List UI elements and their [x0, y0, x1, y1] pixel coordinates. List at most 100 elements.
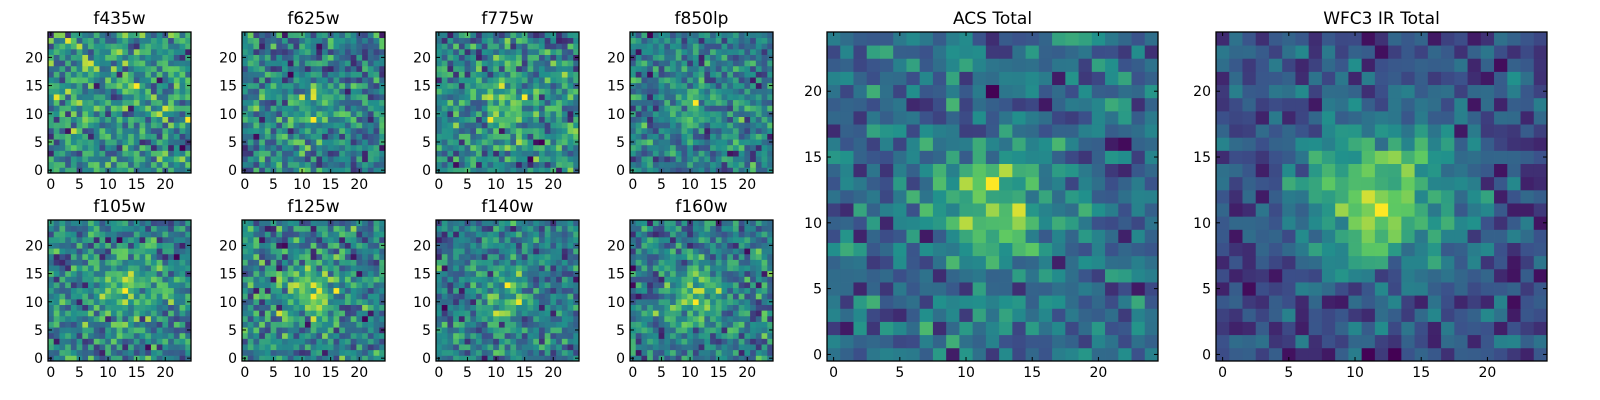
heatmap-cell	[755, 156, 762, 163]
heatmap-cell	[379, 116, 386, 123]
heatmap-cell	[750, 127, 757, 134]
x-tick-label: 15	[322, 365, 340, 381]
heatmap-cell	[145, 150, 152, 157]
heatmap-cell	[304, 71, 312, 78]
heatmap-cell	[453, 355, 460, 362]
heatmap-cell	[150, 105, 158, 112]
heatmap-cell	[128, 315, 135, 322]
heatmap-cell	[162, 349, 169, 356]
heatmap-cell	[710, 116, 717, 123]
heatmap-cell	[53, 127, 60, 134]
heatmap-cell	[556, 133, 563, 140]
heatmap-cell	[110, 60, 118, 67]
heatmap-cell	[88, 71, 95, 78]
heatmap-cell	[173, 242, 180, 249]
heatmap-cell	[276, 37, 283, 44]
heatmap-cell	[635, 156, 642, 163]
heatmap-cell	[458, 77, 465, 84]
heatmap-cell	[299, 161, 306, 168]
heatmap-cell	[133, 94, 140, 101]
heatmap-cell	[550, 253, 557, 260]
heatmap-cell	[259, 32, 266, 39]
heatmap-cell	[538, 156, 546, 163]
heatmap-cell	[356, 310, 363, 317]
heatmap-cell	[110, 110, 118, 117]
heatmap-cell	[675, 116, 682, 123]
heatmap-cell	[99, 43, 106, 50]
heatmap-cell	[573, 71, 580, 78]
heatmap-cell	[567, 116, 574, 123]
heatmap-cell	[647, 167, 654, 174]
heatmap-cell	[82, 133, 89, 140]
heatmap-cell	[498, 349, 506, 356]
heatmap-cell	[145, 225, 152, 232]
heatmap-cell	[253, 338, 260, 345]
heatmap-cell	[65, 99, 72, 106]
heatmap-cell	[150, 156, 158, 163]
heatmap-cell	[441, 338, 448, 345]
heatmap-cell	[287, 236, 294, 243]
heatmap-cell	[105, 282, 112, 289]
heatmap-cell	[293, 327, 300, 334]
heatmap-cell	[82, 116, 89, 123]
heatmap-cell	[53, 276, 60, 283]
heatmap-cell	[458, 220, 465, 227]
heatmap-cell	[270, 225, 277, 232]
heatmap-cell	[635, 105, 642, 112]
heatmap-cell	[150, 60, 158, 67]
heatmap-cell	[150, 259, 158, 266]
heatmap-cell	[476, 270, 483, 277]
heatmap-cell	[333, 270, 340, 277]
heatmap-cell	[179, 110, 186, 117]
heatmap-cell	[173, 220, 180, 227]
heatmap-cell	[652, 310, 659, 317]
heatmap-cell	[139, 327, 146, 334]
heatmap-cell	[727, 110, 734, 117]
heatmap-cell	[732, 43, 740, 50]
heatmap-cell	[168, 253, 175, 260]
heatmap-cell	[658, 105, 665, 112]
heatmap-cell	[510, 37, 517, 44]
heatmap-cell	[567, 82, 574, 89]
heatmap-cell	[362, 71, 369, 78]
heatmap-cell	[53, 220, 60, 227]
heatmap-cell	[65, 310, 72, 317]
heatmap-cell	[173, 298, 180, 305]
heatmap-cell	[481, 287, 488, 294]
heatmap-cell	[487, 122, 494, 129]
heatmap-cell	[493, 310, 500, 317]
heatmap-cell	[447, 236, 454, 243]
heatmap-cell	[715, 332, 722, 339]
heatmap-cell	[556, 37, 563, 44]
heatmap-cell	[373, 220, 380, 227]
heatmap-cell	[732, 327, 740, 334]
heatmap-cell	[173, 99, 180, 106]
heatmap-cell	[550, 293, 557, 300]
heatmap-cell	[282, 327, 289, 334]
heatmap-cell	[527, 48, 534, 55]
heatmap-cell	[48, 332, 55, 339]
heatmap-cell	[48, 60, 55, 67]
heatmap-cell	[470, 65, 477, 72]
heatmap-cell	[173, 304, 180, 311]
heatmap-cell	[681, 344, 688, 351]
heatmap-cell	[681, 133, 688, 140]
heatmap-cell	[561, 110, 568, 117]
heatmap-cell	[350, 270, 357, 277]
heatmap-cell	[162, 225, 169, 232]
heatmap-cell	[704, 321, 711, 328]
heatmap-cell	[316, 116, 323, 123]
heatmap-cell	[82, 88, 89, 95]
heatmap-cell	[59, 77, 66, 84]
heatmap-cell	[652, 304, 659, 311]
heatmap-cell	[658, 156, 665, 163]
heatmap-cell	[750, 349, 757, 356]
heatmap-cell	[65, 77, 72, 84]
heatmap-cell	[333, 327, 340, 334]
heatmap-cell	[99, 144, 106, 151]
heatmap-cell	[287, 116, 294, 123]
heatmap-cell	[755, 43, 762, 50]
heatmap-cell	[732, 110, 740, 117]
